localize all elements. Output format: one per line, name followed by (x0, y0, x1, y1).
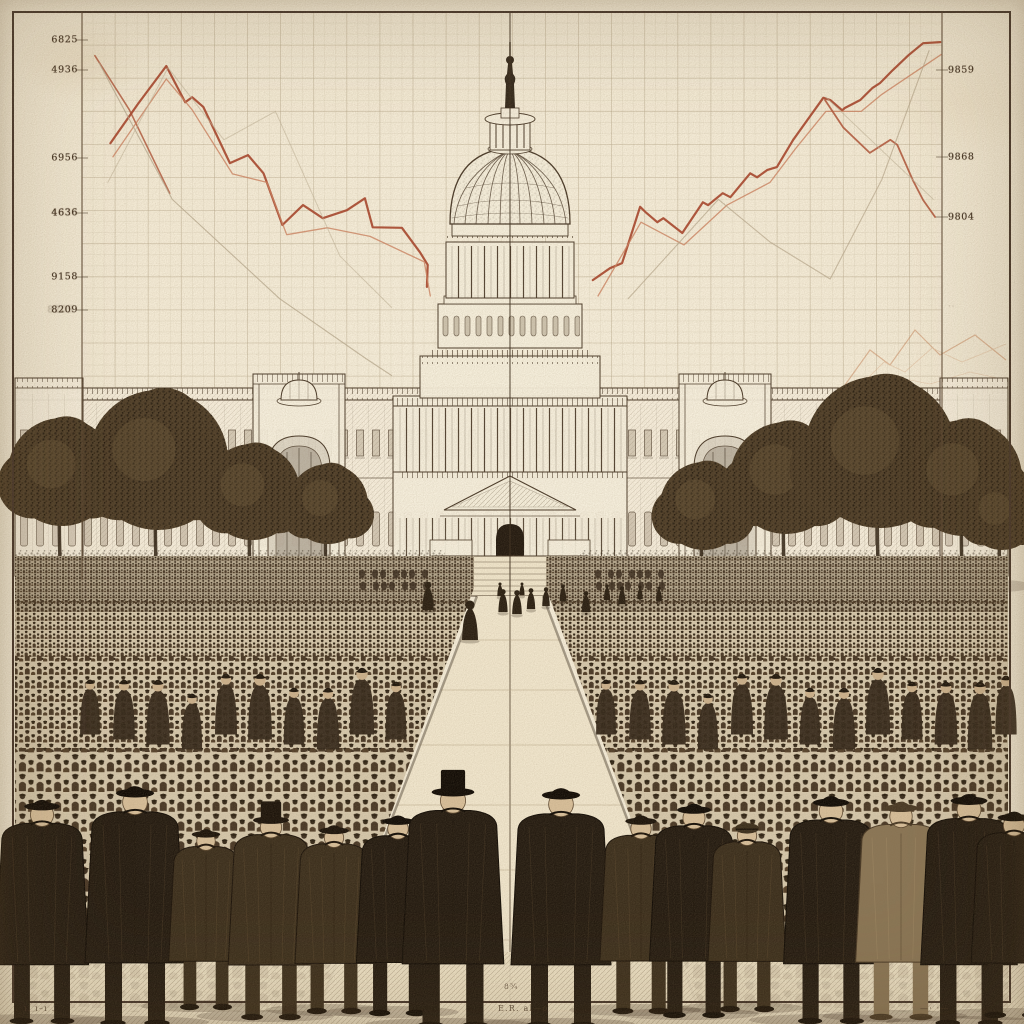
scene-canvas (0, 0, 1024, 1024)
paper-grain (0, 0, 1024, 1024)
engraving-chart-print: 6825 4936 6956 4636 9158 8209 4636 8209 9859 9868… (0, 0, 1024, 1024)
